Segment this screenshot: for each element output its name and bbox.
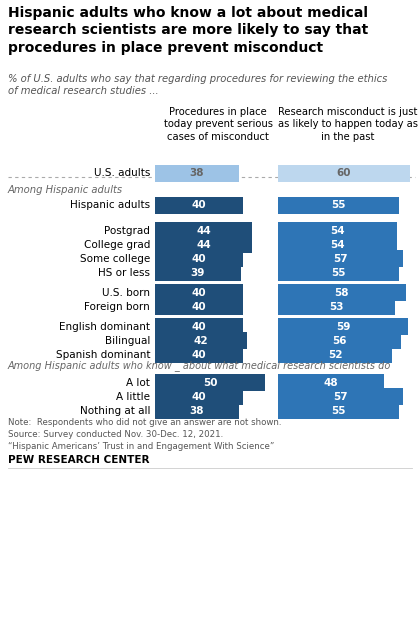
Bar [155, 388, 243, 405]
Text: 50: 50 [203, 378, 217, 388]
Text: 57: 57 [333, 254, 348, 264]
Text: U.S. adults: U.S. adults [94, 169, 150, 179]
Text: 40: 40 [192, 287, 206, 297]
Text: 44: 44 [196, 239, 211, 249]
Bar [155, 165, 239, 182]
Text: 42: 42 [194, 335, 208, 345]
Text: Nothing at all: Nothing at all [79, 406, 150, 415]
Bar [278, 332, 401, 349]
Text: Hispanic adults who know a lot about medical
research scientists are more likely: Hispanic adults who know a lot about med… [8, 6, 368, 55]
Text: 57: 57 [333, 391, 348, 401]
Bar [278, 236, 397, 253]
Text: A lot: A lot [126, 378, 150, 388]
Text: 54: 54 [330, 226, 345, 236]
Text: College grad: College grad [84, 239, 150, 249]
Bar [278, 222, 397, 239]
Text: Postgrad: Postgrad [104, 226, 150, 236]
Bar [155, 318, 243, 335]
Text: 40: 40 [192, 350, 206, 360]
Text: Research misconduct is just
as likely to happen today as
in the past: Research misconduct is just as likely to… [278, 107, 418, 142]
Text: 38: 38 [189, 169, 204, 179]
Text: 40: 40 [192, 254, 206, 264]
Text: 58: 58 [335, 287, 349, 297]
Text: Procedures in place
today prevent serious
cases of misconduct: Procedures in place today prevent seriou… [163, 107, 273, 142]
Bar [155, 402, 239, 419]
Text: 60: 60 [337, 169, 351, 179]
Bar [155, 332, 247, 349]
Text: 40: 40 [192, 322, 206, 332]
Bar [155, 222, 252, 239]
Bar [278, 264, 399, 281]
Text: % of U.S. adults who say that regarding procedures for reviewing the ethics
of m: % of U.S. adults who say that regarding … [8, 74, 387, 96]
Bar [155, 250, 243, 267]
Bar [155, 236, 252, 253]
Bar [278, 402, 399, 419]
Text: 52: 52 [328, 350, 342, 360]
Text: 38: 38 [189, 406, 204, 415]
Text: Foreign born: Foreign born [84, 302, 150, 312]
Text: 40: 40 [192, 302, 206, 312]
Bar [155, 374, 265, 391]
Text: Bilingual: Bilingual [105, 335, 150, 345]
Bar [278, 318, 408, 335]
Bar [278, 197, 399, 214]
Text: Note:  Respondents who did not give an answer are not shown.
Source: Survey cond: Note: Respondents who did not give an an… [8, 418, 281, 450]
Bar [278, 284, 406, 301]
Text: Spanish dominant: Spanish dominant [55, 350, 150, 360]
Text: 48: 48 [323, 378, 338, 388]
Bar [278, 374, 383, 391]
Text: A little: A little [116, 391, 150, 401]
Text: 40: 40 [192, 200, 206, 210]
Bar [155, 298, 243, 315]
Text: Some college: Some college [80, 254, 150, 264]
Bar [155, 264, 241, 281]
Text: 54: 54 [330, 239, 345, 249]
Text: PEW RESEARCH CENTER: PEW RESEARCH CENTER [8, 455, 150, 465]
Bar [155, 284, 243, 301]
Bar [155, 346, 243, 363]
Text: 39: 39 [191, 267, 205, 277]
Text: 55: 55 [331, 267, 346, 277]
Bar [278, 250, 403, 267]
Bar [155, 197, 243, 214]
Text: HS or less: HS or less [98, 267, 150, 277]
Text: 56: 56 [332, 335, 347, 345]
Text: English dominant: English dominant [59, 322, 150, 332]
Text: 40: 40 [192, 391, 206, 401]
Bar [278, 388, 403, 405]
Text: U.S. born: U.S. born [102, 287, 150, 297]
Bar [278, 346, 392, 363]
Text: 59: 59 [336, 322, 350, 332]
Text: 53: 53 [329, 302, 344, 312]
Text: Among Hispanic adults who know _ about what medical research scientists do: Among Hispanic adults who know _ about w… [8, 360, 391, 371]
Bar [278, 165, 410, 182]
Text: 55: 55 [331, 406, 346, 415]
Text: Hispanic adults: Hispanic adults [70, 200, 150, 210]
Text: Among Hispanic adults: Among Hispanic adults [8, 185, 123, 195]
Text: 55: 55 [331, 200, 346, 210]
Text: 44: 44 [196, 226, 211, 236]
Bar [278, 298, 395, 315]
